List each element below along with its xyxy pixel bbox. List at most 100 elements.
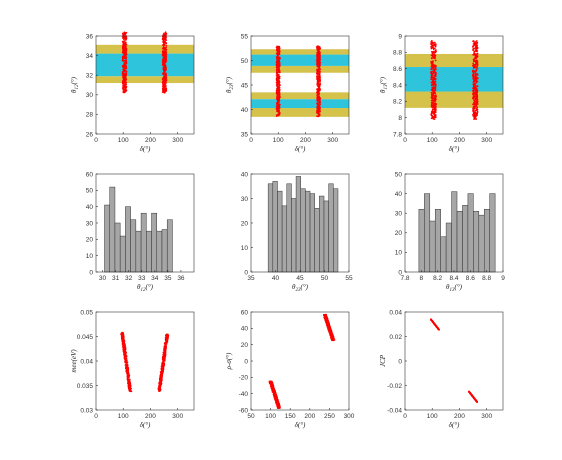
data-point: [277, 53, 280, 56]
data-point: [278, 61, 281, 64]
x-tick-label: 100: [118, 413, 129, 420]
x-tick-label: 100: [118, 137, 129, 144]
inner-band: [251, 99, 349, 109]
data-point: [434, 78, 436, 81]
data-point: [473, 88, 475, 91]
data-point: [163, 80, 166, 83]
data-point: [125, 367, 127, 370]
data-point: [316, 58, 319, 61]
data-point: [163, 68, 166, 71]
y-axis-label: θ12(°): [70, 76, 80, 93]
x-tick-label: 200: [304, 413, 315, 420]
histogram-bar: [151, 212, 158, 273]
data-point: [278, 69, 281, 72]
data-point: [161, 80, 164, 83]
data-point: [125, 360, 128, 363]
data-point: [164, 48, 167, 50]
y-tick-label: -20: [239, 375, 249, 382]
data-point: [434, 105, 437, 108]
data-point: [125, 49, 128, 52]
data-point: [316, 61, 319, 64]
data-point: [165, 42, 168, 44]
data-point: [165, 55, 168, 58]
data-point: [122, 40, 125, 43]
data-point: [469, 392, 472, 395]
data-point: [121, 331, 124, 334]
histogram-bar: [467, 193, 474, 273]
data-point: [126, 372, 129, 375]
x-tick-label: 30: [99, 275, 107, 282]
data-point: [163, 55, 166, 58]
x-tick-label: 200: [454, 137, 465, 144]
data-point: [476, 50, 479, 52]
data-point: [473, 107, 476, 110]
data-point: [164, 73, 167, 76]
data-point: [329, 334, 332, 336]
data-point: [122, 81, 125, 84]
data-point: [476, 52, 479, 55]
data-point: [317, 75, 320, 78]
x-axis-label: δ(°): [295, 145, 306, 153]
y-axis-label: mee(eV): [70, 349, 78, 373]
histogram-bar: [333, 188, 339, 273]
x-tick-label: 100: [427, 137, 438, 144]
data-point: [435, 325, 438, 328]
data-point: [164, 347, 167, 350]
y-tick-label: 0: [398, 269, 402, 276]
data-point: [122, 91, 125, 94]
data-point: [278, 47, 280, 50]
x-tick-label: 0: [94, 137, 98, 144]
histogram-bar: [473, 210, 480, 273]
data-point: [274, 394, 277, 397]
histogram-bar: [429, 220, 436, 273]
outer-band: [251, 108, 349, 117]
histogram-bar: [286, 183, 292, 273]
x-axis-label: δ(°): [140, 145, 151, 153]
y-tick-label: 0: [244, 269, 248, 276]
data-point: [431, 101, 433, 104]
data-point: [162, 87, 165, 89]
data-point: [163, 75, 166, 78]
data-point: [473, 82, 476, 85]
data-point: [434, 103, 437, 106]
data-point: [125, 369, 128, 372]
data-point: [125, 78, 127, 81]
x-tick-label: 32: [125, 275, 133, 282]
histogram-bar: [114, 222, 121, 273]
data-point: [161, 368, 164, 371]
data-point: [276, 46, 279, 49]
data-point: [431, 83, 434, 86]
chart-panel-5: 35 40 45 50 55 0 10 20 30 40 θ23(°): [241, 171, 353, 293]
data-point: [475, 93, 478, 95]
data-point: [330, 332, 333, 335]
histogram-bar: [140, 212, 147, 273]
y-tick-label: 40: [241, 107, 249, 114]
histogram-bar: [161, 229, 168, 273]
data-point: [316, 79, 319, 82]
data-point: [162, 357, 165, 360]
data-point: [165, 345, 168, 347]
data-point: [474, 84, 476, 87]
data-point: [276, 94, 279, 97]
data-point: [276, 54, 279, 57]
data-point: [125, 65, 127, 68]
data-point: [158, 389, 161, 392]
data-point: [277, 63, 280, 66]
data-point: [475, 399, 477, 402]
y-tick-label: 40: [395, 191, 403, 198]
data-point: [472, 76, 475, 79]
x-tick-label: 200: [300, 137, 311, 144]
data-point: [165, 76, 168, 79]
histogram-bar: [319, 195, 325, 273]
histogram-bar: [478, 214, 485, 273]
data-point: [476, 102, 479, 105]
data-point: [317, 65, 319, 68]
y-tick-label: 35: [241, 131, 249, 138]
data-point: [166, 340, 169, 342]
data-point: [125, 36, 128, 39]
data-point: [165, 79, 168, 82]
x-tick-label: 9: [501, 275, 505, 282]
data-point: [430, 60, 433, 63]
data-point: [475, 47, 478, 50]
histogram-bar: [125, 206, 131, 273]
